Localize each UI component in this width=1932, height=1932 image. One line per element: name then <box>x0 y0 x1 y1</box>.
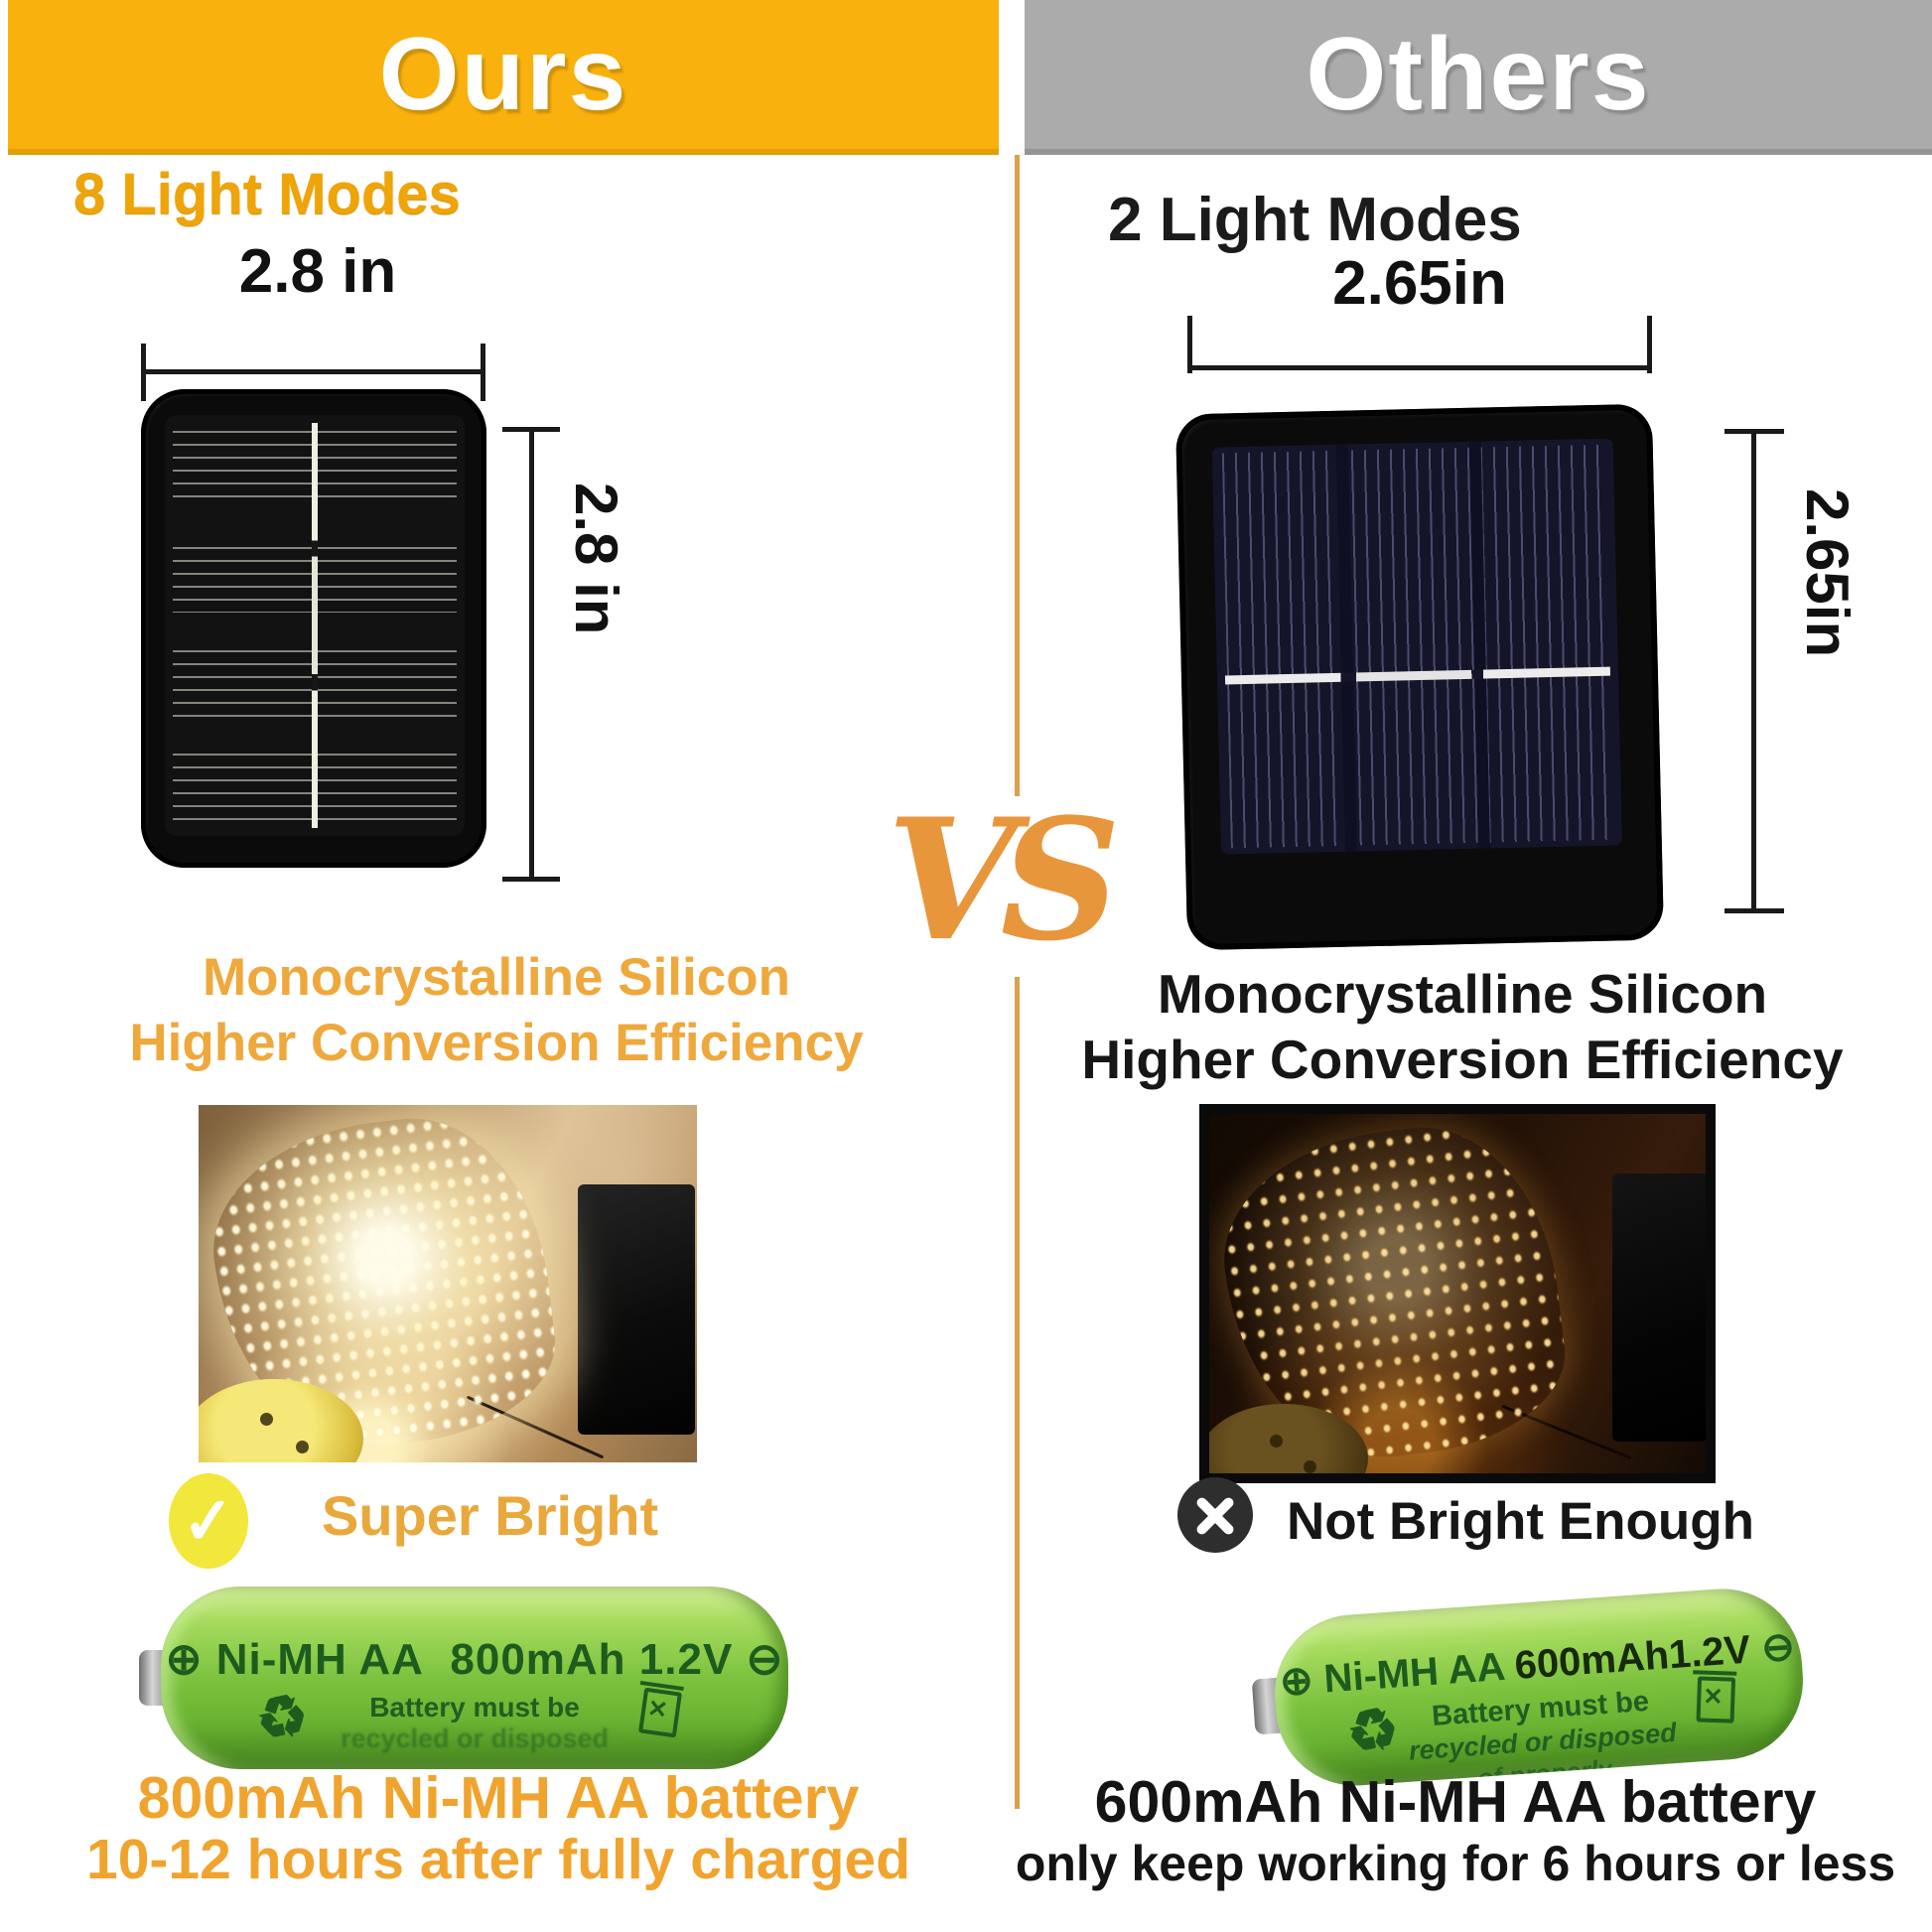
ours-width-tick-left <box>141 344 146 401</box>
ours-feature-line2: Higher Conversion Efficiency <box>129 1014 864 1072</box>
center-divider-bottom <box>1015 977 1020 1809</box>
others-solar-box-silhouette <box>1612 1173 1706 1442</box>
others-battery-caption: 600mAh Ni-MH AA battery only keep workin… <box>983 1771 1928 1894</box>
ours-width-dimension-line <box>141 369 485 374</box>
center-divider-top <box>1015 155 1020 796</box>
ours-width-tick-right <box>481 344 485 401</box>
others-caption-line1: 600mAh Ni-MH AA battery <box>1094 1769 1817 1835</box>
others-verdict-label: Not Bright Enough <box>1287 1492 1754 1551</box>
ours-battery-image: ⊕ Ni-MH AA 800mAh 1.2V ⊖ Battery must be… <box>139 1587 788 1769</box>
vs-label: VS <box>887 781 1121 978</box>
others-string-lights-photo <box>1199 1104 1716 1483</box>
others-feature-text: Monocrystalline Silicon Higher Conversio… <box>993 961 1932 1092</box>
others-height-tick-bottom <box>1725 908 1784 913</box>
ours-battery-caption: 800mAh Ni-MH AA battery 10-12 hours afte… <box>4 1767 993 1890</box>
others-battery-image: ⊕ Ni-MH AA 600mAh1.2V ⊖ Battery must be … <box>1251 1584 1809 1792</box>
header-ours-title: Ours <box>378 16 628 132</box>
ours-height-tick-bottom <box>502 877 560 882</box>
minus-terminal-icon: ⊖ <box>746 1635 784 1684</box>
others-solar-panel-image <box>1174 403 1665 951</box>
ours-height-dimension-label: 2.8 in <box>563 483 629 635</box>
others-width-dimension-line <box>1187 365 1652 370</box>
ours-battery-print: ⊕ Ni-MH AA 800mAh 1.2V ⊖ <box>165 1635 784 1684</box>
ours-solar-box-silhouette <box>578 1184 695 1435</box>
crossed-bin-icon <box>637 1687 683 1738</box>
ours-verdict-label: Super Bright <box>322 1484 659 1547</box>
ours-caption-line1: 800mAh Ni-MH AA battery <box>137 1765 860 1831</box>
ours-height-dimension-line <box>529 427 534 882</box>
others-width-tick-left <box>1187 316 1192 373</box>
others-height-dimension-label: 2.65in <box>1794 488 1861 658</box>
header-others-title: Others <box>1306 16 1651 132</box>
others-width-dimension-label: 2.65in <box>1332 249 1507 318</box>
ours-battery-warning-2: recycled or disposed <box>340 1724 610 1753</box>
crossed-bin-icon <box>1696 1676 1736 1724</box>
ours-feature-line1: Monocrystalline Silicon <box>203 948 790 1007</box>
minus-terminal-icon: ⊖ <box>1759 1624 1797 1671</box>
others-height-dimension-line <box>1751 429 1756 913</box>
header-others-banner: Others <box>1025 0 1932 155</box>
ours-width-dimension-label: 2.8 in <box>238 237 397 306</box>
check-icon: ✓ <box>169 1473 248 1569</box>
ours-caption-line2: 10-12 hours after fully charged <box>86 1828 910 1891</box>
ours-battery-warning-1: Battery must be <box>369 1692 580 1723</box>
ours-solar-panel-image <box>141 389 486 868</box>
header-ours-banner: Ours <box>8 0 999 155</box>
others-caption-line2: only keep working for 6 hours or less <box>1015 1836 1896 1891</box>
plus-terminal-icon: ⊕ <box>1278 1658 1315 1705</box>
ours-height-tick-top <box>502 427 560 432</box>
plus-terminal-icon: ⊕ <box>165 1635 204 1684</box>
others-light-modes-label: 2 Light Modes <box>1108 186 1522 254</box>
x-icon <box>1177 1477 1253 1553</box>
others-feature-line1: Monocrystalline Silicon <box>1157 963 1768 1025</box>
others-feature-line2: Higher Conversion Efficiency <box>1081 1029 1844 1090</box>
others-height-tick-top <box>1725 429 1784 434</box>
ours-string-lights-photo <box>199 1105 697 1462</box>
ours-feature-text: Monocrystalline Silicon Higher Conversio… <box>20 945 973 1076</box>
others-width-tick-right <box>1647 316 1652 373</box>
ours-light-modes-label: 8 Light Modes <box>73 162 461 226</box>
